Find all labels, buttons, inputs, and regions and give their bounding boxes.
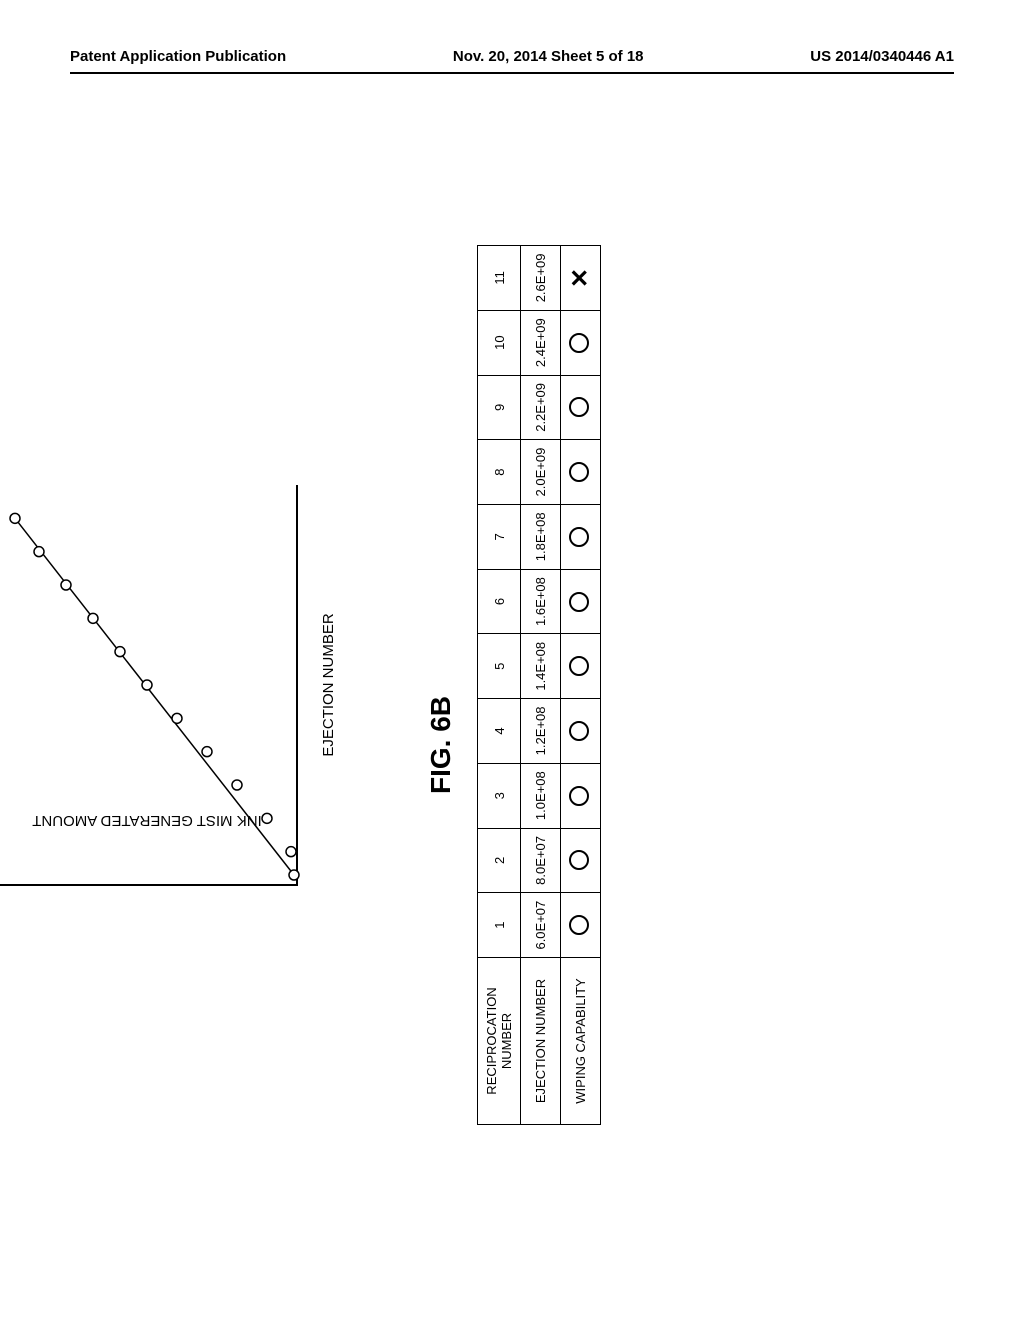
table-cell: 1.6E+08 [521, 569, 561, 634]
row-header-wiping: WIPING CAPABILITY [561, 957, 601, 1124]
circle-icon [569, 527, 589, 547]
table-cell: 2.6E+09 [521, 246, 561, 311]
circle-icon [569, 850, 589, 870]
circle-icon [569, 333, 589, 353]
circle-icon [569, 721, 589, 741]
table-cell: 8 [478, 440, 521, 505]
circle-icon [569, 592, 589, 612]
table-cell [561, 440, 601, 505]
figure-6b-title: FIG. 6B [425, 245, 457, 1245]
table-cell: 1.8E+08 [521, 504, 561, 569]
circle-icon [569, 656, 589, 676]
figure-6b: FIG. 6B RECIPROCATION NUMBER123456789101… [425, 245, 601, 1125]
chart-xlabel: EJECTION NUMBER [320, 613, 337, 756]
table-cell: 6 [478, 569, 521, 634]
page-header: Patent Application Publication Nov. 20, … [0, 48, 1024, 65]
table-cell: 2.2E+09 [521, 375, 561, 440]
table-cell [561, 504, 601, 569]
row-header-reciprocation: RECIPROCATION NUMBER [478, 957, 521, 1124]
row-header-ejection: EJECTION NUMBER [521, 957, 561, 1124]
table-cell: ✕ [561, 246, 601, 311]
circle-icon [569, 462, 589, 482]
chart-6a-svg [0, 475, 307, 895]
table-cell [561, 893, 601, 958]
table-cell: 1 [478, 893, 521, 958]
table-cell: 3 [478, 763, 521, 828]
figure-6a: FIG. 6A INK MIST GENERATED AMOUNT EJECTI… [0, 425, 307, 945]
table-cell [561, 699, 601, 764]
table-cell: 7 [478, 504, 521, 569]
table-cell [561, 569, 601, 634]
table-cell [561, 634, 601, 699]
table-cell [561, 828, 601, 893]
table-cell: 4 [478, 699, 521, 764]
header-left: Patent Application Publication [70, 48, 286, 65]
table-cell: 1.0E+08 [521, 763, 561, 828]
table-cell: 6.0E+07 [521, 893, 561, 958]
circle-icon [569, 786, 589, 806]
table-cell [561, 310, 601, 375]
table-cell: 2 [478, 828, 521, 893]
table-cell [561, 763, 601, 828]
table-cell: 1.2E+08 [521, 699, 561, 764]
chart-ylabel: INK MIST GENERATED AMOUNT [32, 812, 261, 829]
table-cell: 2.4E+09 [521, 310, 561, 375]
circle-icon [569, 915, 589, 935]
header-center: Nov. 20, 2014 Sheet 5 of 18 [453, 48, 644, 65]
x-icon: ✕ [567, 268, 594, 288]
header-right: US 2014/0340446 A1 [810, 48, 954, 65]
table-cell: 11 [478, 246, 521, 311]
table-6b: RECIPROCATION NUMBER1234567891011 EJECTIO… [477, 245, 601, 1125]
table-cell: 5 [478, 634, 521, 699]
table-cell: 10 [478, 310, 521, 375]
chart-6a-wrap: INK MIST GENERATED AMOUNT EJECTION NUMBE… [0, 475, 307, 895]
table-cell: 2.0E+09 [521, 440, 561, 505]
table-cell: 1.4E+08 [521, 634, 561, 699]
circle-icon [569, 397, 589, 417]
table-cell: 8.0E+07 [521, 828, 561, 893]
rotated-figure-area: FIG. 6A INK MIST GENERATED AMOUNT EJECTI… [25, 335, 1024, 1065]
table-cell: 9 [478, 375, 521, 440]
table-cell [561, 375, 601, 440]
header-rule [70, 72, 954, 74]
